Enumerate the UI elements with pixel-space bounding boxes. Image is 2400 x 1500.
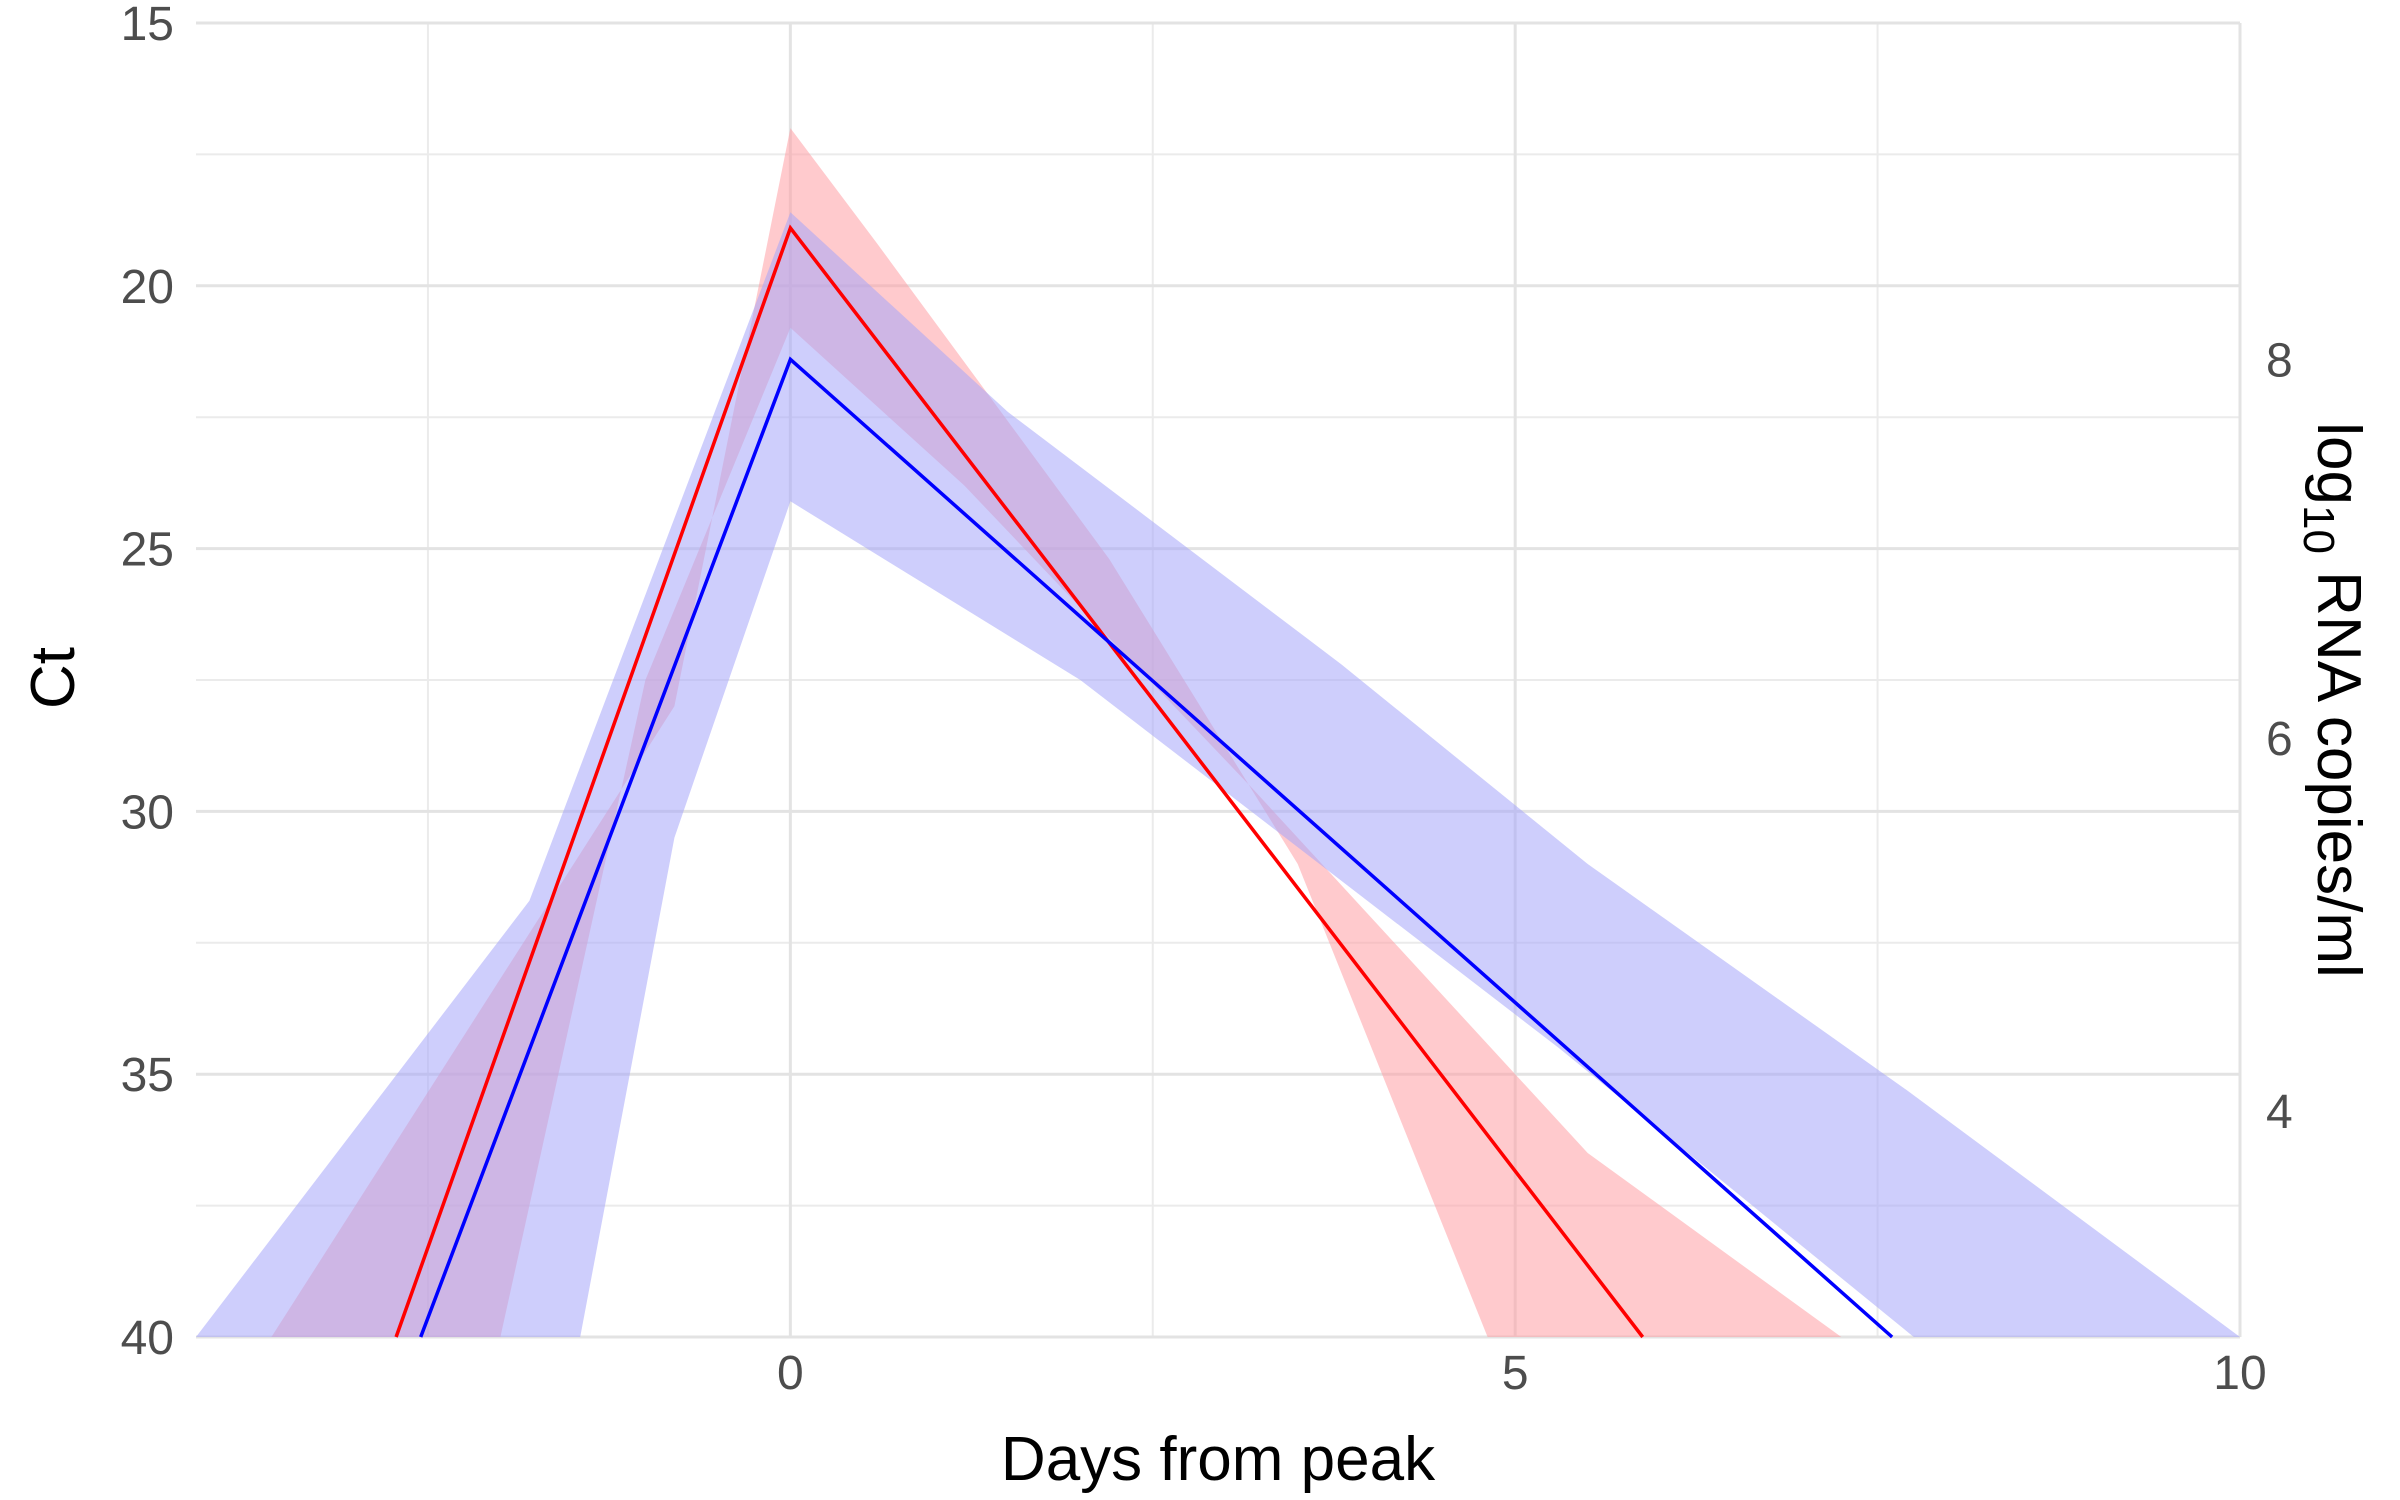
y-tick-label: 35 bbox=[121, 1049, 174, 1102]
secondary-y-axis-tick-labels: 8 6 4 bbox=[2266, 334, 2293, 1139]
secondary-y-axis-title-post: RNA copies/ml bbox=[2304, 554, 2373, 978]
x-tick-label: 10 bbox=[2213, 1347, 2266, 1400]
y2-tick-label: 4 bbox=[2266, 1086, 2293, 1139]
y2-tick-label: 6 bbox=[2266, 713, 2293, 766]
x-axis-title: Days from peak bbox=[1001, 1425, 1436, 1494]
red-series-line bbox=[394, 224, 1645, 1339]
secondary-y-axis-title: log10 RNA copies/ml bbox=[2294, 422, 2373, 978]
x-tick-label: 0 bbox=[777, 1347, 804, 1400]
x-tick-label: 5 bbox=[1502, 1347, 1529, 1400]
y-tick-label: 15 bbox=[121, 0, 174, 51]
series-lines bbox=[394, 224, 1894, 1339]
confidence-bands bbox=[196, 128, 2240, 1338]
red-confidence-band bbox=[271, 128, 1842, 1338]
y-axis-title: Ct bbox=[19, 647, 88, 709]
y-axis-tick-labels: 15 20 25 30 35 40 bbox=[121, 0, 174, 1365]
y-tick-label: 20 bbox=[121, 261, 174, 314]
blue-confidence-band bbox=[196, 212, 2240, 1338]
y-tick-label: 40 bbox=[121, 1312, 174, 1365]
secondary-y-axis-title-sub: 10 bbox=[2294, 505, 2343, 554]
y-tick-label: 25 bbox=[121, 524, 174, 577]
y-tick-label: 30 bbox=[121, 786, 174, 839]
blue-series-line bbox=[419, 356, 1894, 1339]
x-axis-tick-labels: 0 5 10 bbox=[777, 1347, 2267, 1400]
y2-tick-label: 8 bbox=[2266, 334, 2293, 387]
secondary-y-axis-title-pre: log bbox=[2304, 422, 2373, 505]
